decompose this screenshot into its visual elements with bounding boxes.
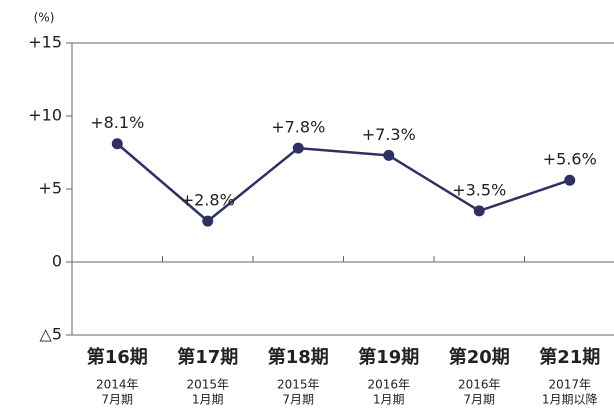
marker (292, 142, 304, 154)
data-label: +7.8% (271, 118, 325, 137)
x-tick-label: 1月期 (192, 393, 224, 407)
x-tick-label: 第19期 (358, 346, 419, 368)
marker (111, 138, 123, 150)
data-label: +5.6% (543, 150, 597, 169)
line (116, 142, 571, 223)
x-tick-label: 第21期 (539, 346, 600, 368)
marker (383, 149, 395, 161)
marker (202, 215, 214, 227)
y-tick-label: +15 (28, 33, 62, 52)
data-label: +2.8% (181, 191, 235, 210)
x-tick-label: 第17期 (177, 346, 238, 368)
x-tick-label: 第16期 (87, 346, 148, 368)
x-tick-label: 2016年 (458, 378, 501, 392)
x-tick-label: 7月期 (282, 393, 314, 407)
x-tick-label: 1月期以降 (542, 393, 598, 407)
y-tick-label: 0 (52, 252, 62, 271)
x-tick-label: 2017年 (548, 378, 591, 392)
y-tick-label: △5 (40, 325, 62, 344)
x-tick-label: 2015年 (186, 378, 229, 392)
x-tick-label: 2016年 (367, 378, 410, 392)
y-tick-label: +5 (38, 179, 62, 198)
x-tick-label: 7月期 (101, 393, 133, 407)
y-axis-label: (%) (34, 11, 55, 25)
y-tick-label: +10 (28, 106, 62, 125)
data-label: +8.1% (90, 113, 144, 132)
x-tick-label: 第20期 (449, 346, 510, 368)
data-label: +7.3% (362, 125, 416, 144)
x-tick-label: 1月期 (373, 393, 405, 407)
marker (564, 174, 576, 186)
x-tick-label: 7月期 (463, 393, 495, 407)
data-label: +3.5% (452, 180, 506, 199)
x-tick-label: 2015年 (277, 378, 320, 392)
x-tick-label: 2014年 (96, 378, 139, 392)
x-tick-label: 第18期 (268, 346, 329, 368)
marker (473, 205, 485, 217)
